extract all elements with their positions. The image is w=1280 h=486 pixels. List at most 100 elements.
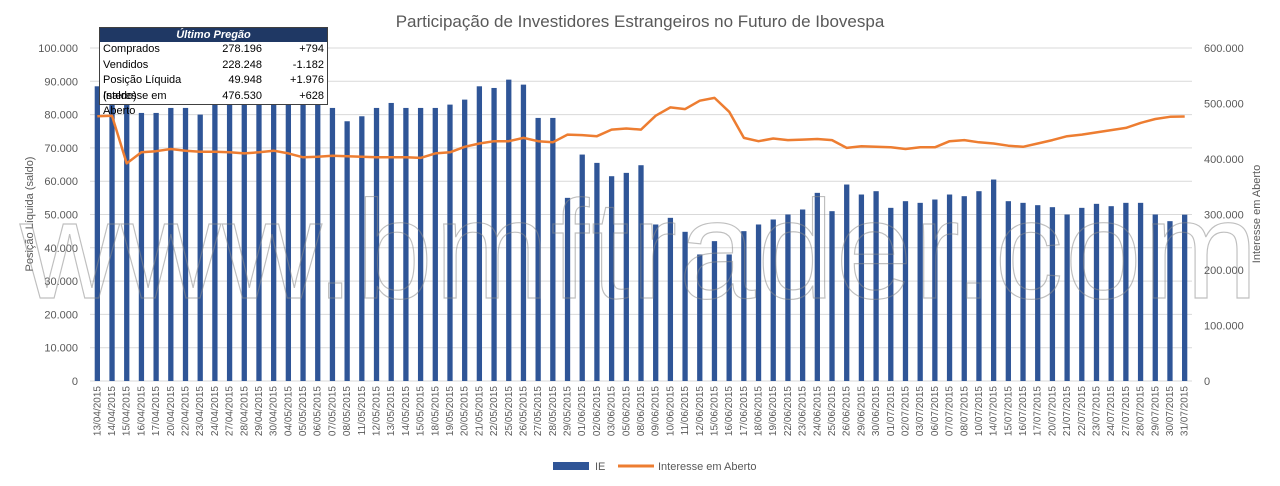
x-tick-label: 17/04/2015 xyxy=(151,386,162,436)
bar xyxy=(873,191,879,381)
bar xyxy=(564,197,571,381)
x-tick-label: 30/04/2015 xyxy=(269,386,280,436)
x-tick-label: 30/06/2015 xyxy=(871,386,882,436)
info-value: 228.248 xyxy=(222,58,262,71)
x-tick-label: 25/05/2015 xyxy=(504,386,515,436)
bar xyxy=(212,104,218,382)
bar xyxy=(476,86,483,382)
bar xyxy=(711,241,718,381)
y-tick-label: 0 xyxy=(72,376,78,388)
bar xyxy=(902,201,909,381)
info-label: Vendidos xyxy=(103,58,149,71)
x-tick-label: 19/05/2015 xyxy=(445,386,456,436)
x-tick-label: 21/07/2015 xyxy=(1062,386,1073,436)
bar xyxy=(94,86,100,382)
bar xyxy=(182,107,189,381)
series-line xyxy=(97,96,1185,165)
bar xyxy=(888,207,894,381)
info-row: Vendidos 228.248 -1.182 xyxy=(100,58,327,74)
bar xyxy=(462,99,468,382)
bar xyxy=(124,104,130,382)
x-tick-label: 10/07/2015 xyxy=(974,386,985,436)
x-tick-label: 16/06/2015 xyxy=(724,386,735,436)
bar xyxy=(976,191,982,381)
x-tick-label: 08/07/2015 xyxy=(959,386,970,436)
x-tick-label: 17/07/2015 xyxy=(1033,386,1044,436)
info-value: 278.196 xyxy=(222,43,262,55)
info-row: Posição Líquida (saldo) 49.948 +1.976 xyxy=(100,73,327,102)
bar xyxy=(329,107,336,381)
y2-tick-label: 100.000 xyxy=(1204,321,1244,333)
bar xyxy=(1093,203,1100,381)
bar xyxy=(226,104,233,382)
x-tick-label: 17/06/2015 xyxy=(739,386,750,436)
x-tick-label: 22/06/2015 xyxy=(783,386,794,436)
bar xyxy=(741,231,747,381)
x-tick-label: 15/06/2015 xyxy=(709,386,720,436)
bar xyxy=(697,254,703,381)
bar xyxy=(579,154,585,381)
bar xyxy=(285,104,292,382)
info-label: Comprados xyxy=(103,43,160,55)
x-tick-label: 24/07/2015 xyxy=(1106,386,1117,436)
x-tick-label: 16/07/2015 xyxy=(1018,386,1029,436)
line-series xyxy=(97,96,1185,165)
x-tick-label: 03/07/2015 xyxy=(915,386,926,436)
bar xyxy=(315,104,321,382)
x-tick-label: 05/06/2015 xyxy=(621,386,632,436)
y-tick-label: 70.000 xyxy=(44,143,78,155)
y-axis-title: Posição Líquida (saldo) xyxy=(24,157,36,272)
x-tick-label: 14/07/2015 xyxy=(989,386,1000,436)
bar xyxy=(1182,214,1188,381)
bar xyxy=(300,104,306,382)
info-change: +1.976 xyxy=(290,74,324,86)
legend-label-ie: IE xyxy=(595,461,605,473)
x-tick-label: 27/07/2015 xyxy=(1121,386,1132,436)
x-tick-label: 21/05/2015 xyxy=(474,386,485,436)
legend-label-interesse: Interesse em Aberto xyxy=(658,461,756,473)
x-tick-label: 26/06/2015 xyxy=(842,386,853,436)
info-label: Interesse em Aberto xyxy=(103,89,167,118)
x-tick-label: 01/06/2015 xyxy=(577,386,588,436)
bar xyxy=(858,194,865,381)
y2-tick-label: 200.000 xyxy=(1204,265,1244,277)
info-value: 49.948 xyxy=(228,74,262,86)
x-tick-label: 20/04/2015 xyxy=(166,386,177,436)
x-tick-label: 18/05/2015 xyxy=(430,386,441,436)
info-box: Último Pregão Comprados 278.196 +794 Ven… xyxy=(99,27,328,118)
y2-tick-label: 0 xyxy=(1204,376,1210,388)
bar xyxy=(1152,214,1158,381)
bar xyxy=(755,224,762,381)
bar xyxy=(844,184,850,381)
bar xyxy=(667,217,674,381)
x-tick-label: 24/04/2015 xyxy=(210,386,221,436)
x-tick-label: 30/07/2015 xyxy=(1165,386,1176,436)
x-axis-ticks: 13/04/2015 14/04/2015 15/04/2015 16/04/2015… xyxy=(92,386,1190,436)
bar xyxy=(594,162,600,381)
bar xyxy=(829,211,835,381)
x-tick-label: 23/06/2015 xyxy=(798,386,809,436)
x-tick-label: 28/07/2015 xyxy=(1136,386,1147,436)
info-box-title: Último Pregão xyxy=(100,28,327,42)
x-tick-label: 01/07/2015 xyxy=(886,386,897,436)
y-tick-label: 80.000 xyxy=(44,110,78,122)
bar xyxy=(1064,214,1070,381)
x-tick-label: 22/07/2015 xyxy=(1077,386,1088,436)
chart-title: Participação de Investidores Estrangeiro… xyxy=(396,12,885,31)
bar xyxy=(946,194,953,381)
bar xyxy=(608,176,615,381)
x-tick-label: 23/04/2015 xyxy=(195,386,206,436)
bar xyxy=(653,224,659,381)
bar xyxy=(373,107,380,381)
y-tick-label: 30.000 xyxy=(44,276,78,288)
bar xyxy=(917,202,923,381)
bar-series xyxy=(94,79,1188,382)
x-tick-label: 22/04/2015 xyxy=(181,386,192,436)
bar xyxy=(550,117,556,382)
bar xyxy=(520,84,527,381)
x-tick-label: 06/07/2015 xyxy=(930,386,941,436)
x-tick-label: 25/06/2015 xyxy=(827,386,838,436)
x-tick-label: 15/05/2015 xyxy=(416,386,427,436)
bar xyxy=(726,254,732,381)
x-tick-label: 22/05/2015 xyxy=(489,386,500,436)
